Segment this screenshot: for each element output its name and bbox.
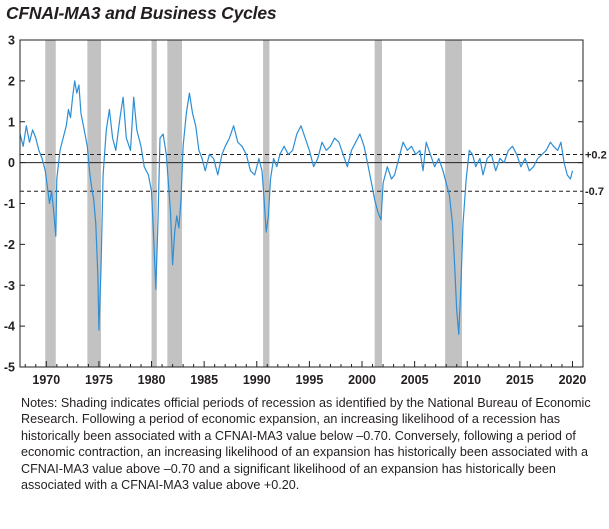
y-tick-label: 0 [8, 156, 15, 170]
recession-band [151, 40, 157, 367]
reference-line-label: +0.2 [585, 149, 607, 161]
x-tick-label: 1980 [138, 373, 166, 387]
y-tick-label: -3 [4, 279, 15, 293]
y-tick-label: -4 [4, 320, 15, 334]
recession-band [45, 40, 56, 367]
chart-notes: Notes: Shading indicates official period… [21, 396, 591, 493]
plot-frame [19, 39, 584, 368]
reference-line-label: -0.7 [585, 186, 604, 198]
x-tick-label: 1995 [295, 373, 323, 387]
series-line-group [19, 80, 574, 335]
reference-lines: +0.2 -0.7 [20, 149, 607, 198]
chart-title: CFNAI-MA3 and Business Cycles [6, 3, 277, 23]
x-tick-label: 1990 [243, 373, 271, 387]
x-tick-label: 1970 [32, 373, 60, 387]
x-tick-label: 1975 [85, 373, 113, 387]
recession-band [374, 40, 383, 367]
x-tick-label: 2010 [453, 373, 481, 387]
y-tick-label: -5 [4, 361, 15, 375]
x-tick-label: 2000 [348, 373, 376, 387]
recession-band [445, 40, 462, 367]
recession-band [263, 40, 270, 367]
y-tick-label: 1 [8, 115, 15, 129]
axes: -5 -4 -3 -2 -1 0 1 2 3 1970 1975 1980 1985 1990 1995 20… [4, 34, 587, 388]
chart-svg: +0.2 -0.7 -5 -4 -3 -2 -1 0 1 2 3 1970 1975 1980 1985 1… [4, 34, 607, 388]
x-tick-label: 1985 [190, 373, 218, 387]
y-tick-label: 3 [8, 34, 15, 48]
y-tick-label: 2 [8, 74, 15, 88]
cfnai-ma3-line [19, 80, 574, 335]
x-tick-label: 2020 [559, 373, 587, 387]
y-tick-label: -2 [4, 238, 15, 252]
recession-band [167, 40, 183, 367]
y-tick-label: -1 [4, 197, 15, 211]
x-tick-label: 2015 [506, 373, 534, 387]
recession-shading [45, 40, 462, 367]
x-tick-label: 2005 [401, 373, 429, 387]
